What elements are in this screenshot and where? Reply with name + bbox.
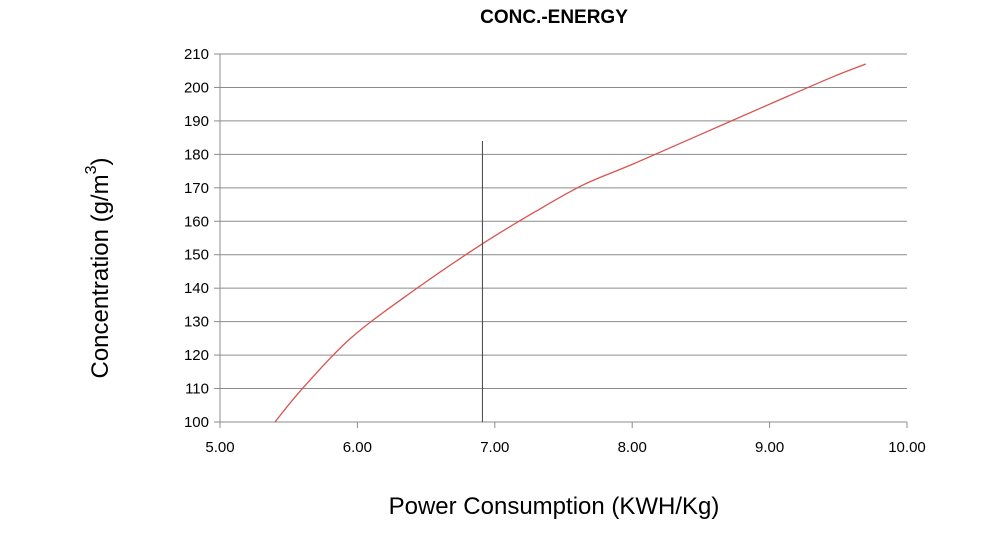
y-tick-label: 200 [184,79,209,96]
chart-title: CONC.-ENERGY [480,7,628,28]
series-line [274,63,867,423]
y-axis-title-superscript: 3 [83,165,100,174]
x-tick-label: 9.00 [755,439,784,456]
x-tick-label: 10.00 [888,439,926,456]
y-tick-label: 180 [184,146,209,163]
series [274,63,867,423]
x-tick-label: 7.00 [480,439,509,456]
y-tick-label: 160 [184,213,209,230]
x-axis-title: Power Consumption (KWH/Kg) [389,493,720,520]
y-tick-label: 210 [184,46,209,63]
gridlines [220,53,907,390]
y-tick-label: 100 [184,414,209,431]
x-tick-labels: 5.00 6.00 7.00 8.00 9.00 10.00 [205,439,925,456]
y-tick-label: 120 [184,347,209,364]
x-tick-label: 8.00 [618,439,647,456]
y-axis-title: Concentration (g/m3) [83,158,114,379]
y-tick-labels: 100 110 120 130 140 150 160 170 180 190 200 210 [184,46,209,431]
y-axis-title-main: Concentration (g/m [87,174,114,378]
axes [214,53,908,428]
x-tick-label: 6.00 [343,439,372,456]
y-tick-label: 140 [184,280,209,297]
y-tick-label: 190 [184,113,209,130]
y-tick-label: 110 [185,381,209,398]
y-tick-label: 150 [184,247,209,264]
y-tick-label: 170 [184,180,209,197]
x-tick-label: 5.00 [205,439,234,456]
y-tick-label: 130 [184,314,209,331]
y-axis-title-close: ) [87,158,114,166]
